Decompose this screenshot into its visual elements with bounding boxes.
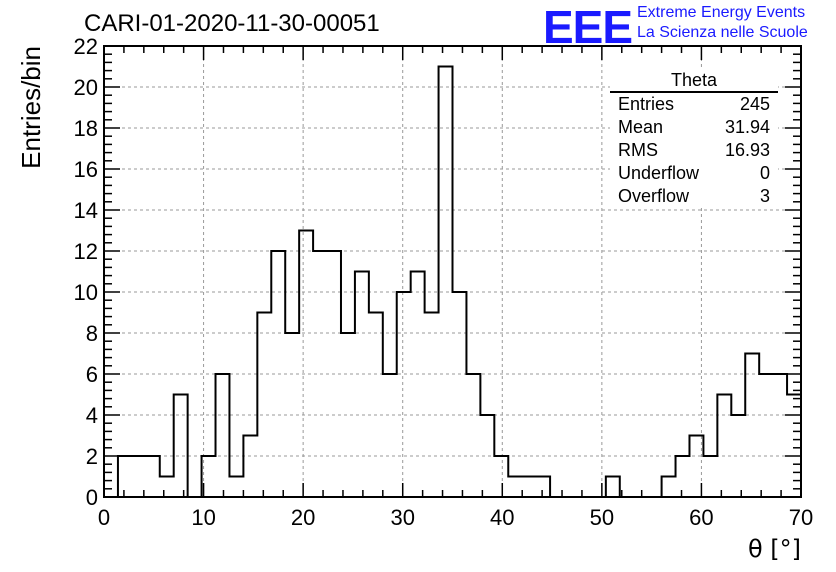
histogram-bin (299, 231, 313, 498)
eee-logo: EEE (543, 1, 633, 53)
histogram-bin (216, 374, 230, 497)
y-tick-label: 6 (86, 362, 98, 387)
histogram-bin (606, 477, 620, 498)
histogram-bin (466, 374, 480, 497)
plot-frame (103, 45, 802, 498)
histogram-bin (383, 374, 397, 497)
stats-title: Theta (610, 70, 778, 93)
y-tick-label: 10 (74, 280, 98, 305)
histogram-bin (369, 313, 383, 498)
histogram-bin (717, 395, 731, 498)
histogram-bin (425, 313, 439, 498)
histogram-bin (662, 477, 676, 498)
stats-label: RMS (618, 140, 658, 160)
chart-title: CARI-01-2020-11-30-00051 (84, 10, 380, 37)
histogram-bin (453, 292, 467, 497)
x-tick-labels: 0 10 20 30 40 50 60 70 (98, 505, 813, 530)
y-tick-label: 0 (86, 485, 98, 510)
x-tick-label: 0 (98, 505, 110, 530)
histogram-bin (439, 67, 453, 498)
histogram-bin (355, 272, 369, 498)
histogram-bin (787, 395, 801, 498)
x-tick-label: 60 (689, 505, 713, 530)
x-tick-label: 70 (789, 505, 813, 530)
logo-text-line1: Extreme Energy Events (637, 4, 806, 21)
histogram-bin (243, 436, 257, 498)
y-tick-label: 8 (86, 321, 98, 346)
histogram-bin (508, 477, 522, 498)
stats-row-overflow: Overflow 3 (610, 185, 778, 208)
stats-value: 31.94 (724, 117, 770, 137)
y-axis-label: Entries/bin (16, 46, 46, 169)
stats-label: Entries (618, 94, 675, 114)
x-tick-label: 10 (191, 505, 215, 530)
histogram-bin (773, 374, 787, 497)
x-axis-label: θ [°] (748, 535, 801, 563)
x-tick-label: 40 (490, 505, 514, 530)
histogram-bin (118, 456, 132, 497)
y-tick-label: 12 (74, 239, 98, 264)
stats-row-rms: RMS 16.93 (610, 139, 778, 162)
stats-label: Overflow (618, 186, 690, 206)
stats-row-underflow: Underflow 0 (610, 162, 778, 185)
y-tick-label: 4 (86, 403, 98, 428)
stats-row-mean: Mean 31.94 (610, 116, 778, 139)
histogram-bin (494, 456, 508, 497)
stats-value: 16.93 (724, 140, 770, 160)
histogram-bin (522, 477, 536, 498)
histogram-bin (703, 456, 717, 497)
y-tick-label: 16 (74, 157, 98, 182)
y-tick-label: 18 (74, 116, 98, 141)
stats-row-entries: Entries 245 (610, 93, 778, 116)
y-tick-labels: 0 2 4 6 8 10 12 14 16 18 20 22 (74, 34, 98, 510)
stats-label: Underflow (618, 163, 700, 183)
y-tick-label: 14 (74, 198, 98, 223)
stats-value: 245 (739, 94, 770, 114)
histogram-bin (676, 456, 690, 497)
stats-value: 3 (759, 186, 770, 206)
y-tick-label: 20 (74, 75, 98, 100)
axis-ticks (103, 45, 802, 498)
stats-label: Mean (618, 117, 664, 137)
histogram-bin (397, 292, 411, 497)
histogram-bin (731, 415, 745, 497)
histogram-bin (745, 354, 759, 498)
histogram-bin (536, 477, 550, 498)
y-tick-label: 22 (74, 34, 98, 59)
y-tick-label: 2 (86, 444, 98, 469)
x-tick-label: 30 (390, 505, 414, 530)
histogram-bin (759, 374, 773, 497)
histogram-bin (160, 477, 174, 498)
histogram-bin (257, 313, 271, 498)
histogram-outline (104, 65, 801, 498)
x-tick-label: 20 (291, 505, 315, 530)
logo-text-line2: La Scienza nelle Scuole (637, 24, 808, 41)
stats-value: 0 (759, 163, 770, 183)
histogram-bin (146, 456, 160, 497)
histogram-bin (229, 477, 243, 498)
x-tick-label: 50 (590, 505, 614, 530)
histogram-bin (411, 272, 425, 498)
histogram-bin (174, 395, 188, 498)
stats-box: Theta Entries 245 Mean 31.94 RMS 16.93 Unde… (610, 70, 778, 208)
